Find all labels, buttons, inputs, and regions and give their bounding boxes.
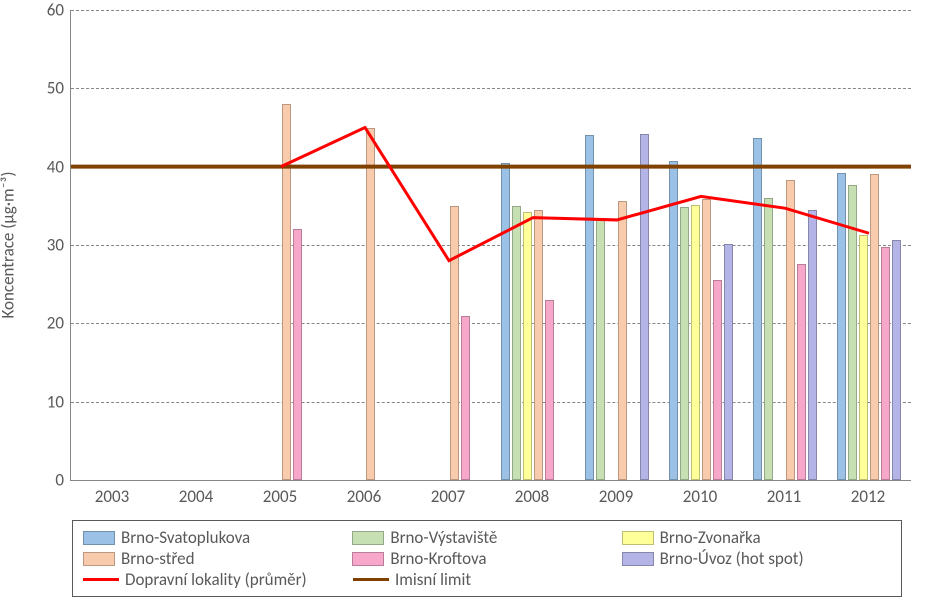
line-series [281,128,869,261]
legend-item: Brno-Kroftova [352,548,621,569]
legend-swatch [622,531,654,545]
lines-overlay [71,10,911,480]
x-tick-label: 2010 [683,486,717,507]
legend-swatch [83,552,115,566]
legend-label: Brno-Kroftova [390,548,486,569]
legend-label: Brno-Svatoplukova [121,527,250,548]
plot-area [70,10,911,481]
x-tick-label: 2012 [851,486,885,507]
legend-row: Brno-střed Brno-Kroftova Brno-Úvoz (hot sp… [83,548,891,569]
y-tick-label: 10 [9,391,64,412]
x-tick-label: 2006 [347,486,381,507]
y-tick-label: 20 [9,313,64,334]
legend-label: Brno-střed [121,548,195,569]
x-tick-label: 2004 [179,486,213,507]
x-tick-label: 2008 [515,486,549,507]
legend-swatch [352,552,384,566]
legend-label: Imisní limit [395,569,471,590]
legend-line-swatch [353,578,389,581]
x-tick-label: 2007 [431,486,465,507]
x-tick-label: 2011 [767,486,801,507]
legend-item: Imisní limit [353,569,623,590]
legend-swatch [352,531,384,545]
legend-item: Brno-střed [83,548,352,569]
y-tick-label: 40 [9,156,64,177]
y-tick-label: 0 [9,470,64,491]
legend-label: Brno-Výstaviště [390,527,497,548]
x-tick-label: 2003 [95,486,129,507]
legend-box: Brno-Svatoplukova Brno-Výstaviště Brno-Zvo… [72,520,902,597]
legend-label: Dopravní lokality (průměr) [125,569,307,590]
chart-container: Koncentrace (µg·m⁻³) Brno-SvatoplukovaBr… [0,0,929,611]
x-tick-label: 2005 [263,486,297,507]
legend-item: Brno-Výstaviště [352,527,621,548]
legend-label: Brno-Úvoz (hot spot) [660,548,804,569]
legend-item: Dopravní lokality (průměr) [83,569,353,590]
y-tick-label: 50 [9,78,64,99]
legend-row: Dopravní lokality (průměr) Imisní limit [83,569,891,590]
legend-item: Brno-Úvoz (hot spot) [622,548,891,569]
legend-label: Brno-Zvonařka [660,527,761,548]
legend-item: Brno-Zvonařka [622,527,891,548]
legend-swatch [83,531,115,545]
legend-swatch [622,552,654,566]
legend-item: Brno-Svatoplukova [83,527,352,548]
x-tick-label: 2009 [599,486,633,507]
y-tick-label: 30 [9,235,64,256]
y-tick-label: 60 [9,0,64,21]
legend-line-swatch [83,578,119,581]
legend-row: Brno-Svatoplukova Brno-Výstaviště Brno-Zvo… [83,527,891,548]
